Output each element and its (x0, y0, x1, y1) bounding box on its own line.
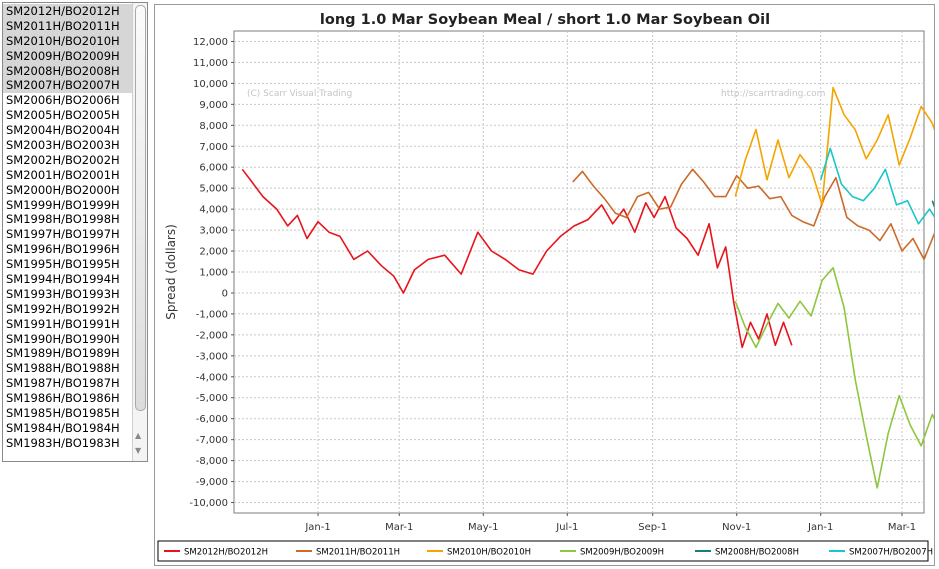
scroll-down-icon[interactable]: ▼ (135, 446, 142, 455)
list-item[interactable]: SM2002H/BO2002H (6, 152, 120, 167)
list-item[interactable]: SM2008H/BO2008H (3, 63, 133, 79)
y-tick-label: -6,000 (196, 414, 228, 425)
y-tick-label: -1,000 (196, 309, 228, 320)
scrollbar-thumb[interactable] (135, 5, 146, 411)
contract-listbox[interactable]: SM2012H/BO2012H SM2011H/BO2011H SM2010H/BO… (2, 2, 148, 462)
y-tick-label: -9,000 (196, 477, 228, 488)
y-tick-label: 12,000 (193, 37, 228, 48)
y-tick-label: -7,000 (196, 435, 228, 446)
spread-chart: long 1.0 Mar Soybean Meal / short 1.0 Ma… (155, 5, 939, 565)
list-item[interactable]: SM2010H/BO2010H (3, 33, 133, 49)
y-tick-label: 9,000 (199, 100, 228, 111)
list-item[interactable]: SM1985H/BO1985H (6, 406, 120, 421)
list-item[interactable]: SM1992H/BO1992H (6, 301, 120, 316)
y-tick-label: 5,000 (199, 184, 228, 195)
legend-box (157, 540, 929, 562)
list-item[interactable]: SM1984H/BO1984H (6, 420, 120, 435)
list-item[interactable]: SM2000H/BO2000H (6, 182, 120, 197)
series-line-2 (734, 86, 939, 206)
list-item[interactable]: SM2011H/BO2011H (3, 18, 133, 34)
x-tick-label: Jan-1 (807, 522, 833, 533)
x-tick-label: Sep-1 (638, 522, 667, 533)
x-tick-label: May-1 (468, 522, 498, 533)
list-item[interactable]: SM1983H/BO1983H (6, 435, 120, 450)
chart-panel: long 1.0 Mar Soybean Meal / short 1.0 Ma… (154, 4, 939, 566)
y-tick-label: -4,000 (196, 372, 228, 383)
y-tick-label: 3,000 (199, 226, 228, 237)
y-tick-label: 7,000 (199, 142, 228, 153)
x-axis-ticks: Jan-1 Mar-1 May-1 Jul-1 Sep-1 Nov-1 Jan-1 Mar-1 (304, 513, 916, 533)
x-tick-label: Mar-1 (385, 522, 413, 533)
y-tick-label: -8,000 (196, 456, 228, 467)
y-tick-label: 4,000 (199, 205, 228, 216)
list-item[interactable]: SM1987H/BO1987H (6, 376, 120, 391)
y-tick-label: -3,000 (196, 351, 228, 362)
x-tick-label: Jan-1 (304, 522, 330, 533)
legend: SM2012H/BO2012H SM2011H/BO2011H SM2010H/BO… (164, 548, 933, 558)
list-item[interactable]: SM1993H/BO1993H (6, 286, 120, 301)
y-tick-label: -10,000 (189, 498, 228, 509)
list-item[interactable]: SM2007H/BO2007H (3, 78, 133, 94)
list-item[interactable]: SM1996H/BO1996H (6, 242, 120, 257)
y-axis-label: Spread (dollars) (164, 224, 178, 320)
list-item[interactable]: SM2005H/BO2005H (6, 108, 120, 123)
x-tick-label: Nov-1 (722, 522, 751, 533)
y-tick-label: 2,000 (199, 247, 228, 258)
series-line-1 (572, 168, 939, 261)
watermark-right: http://scarrtrading.com (721, 89, 825, 99)
y-tick-label: 0 (222, 288, 228, 299)
x-tick-label: Jul-1 (555, 522, 578, 533)
legend-label: SM2007H/BO2007H (849, 548, 933, 558)
series-line-0 (241, 168, 793, 349)
y-tick-label: 11,000 (193, 58, 228, 69)
series-line-5 (819, 147, 939, 226)
list-item[interactable]: SM1989H/BO1989H (6, 346, 120, 361)
list-item[interactable]: SM1998H/BO1998H (6, 212, 120, 227)
grid-lines (234, 31, 924, 513)
list-item[interactable]: SM2001H/BO2001H (6, 167, 120, 182)
list-item[interactable]: SM2009H/BO2009H (3, 48, 133, 64)
scroll-up-icon[interactable]: ▲ (135, 431, 142, 440)
chart-title: long 1.0 Mar Soybean Meal / short 1.0 Ma… (320, 12, 770, 28)
y-tick-label: -5,000 (196, 393, 228, 404)
y-tick-label: -2,000 (196, 330, 228, 341)
y-tick-label: 10,000 (193, 79, 228, 90)
y-axis-ticks: 12,000 11,000 10,000 9,000 8,000 7,000 6,000 5,… (189, 37, 234, 509)
series-line-3 (734, 266, 939, 489)
list-item[interactable]: SM1994H/BO1994H (6, 272, 120, 287)
legend-label: SM2010H/BO2010H (447, 548, 531, 558)
list-item[interactable]: SM1995H/BO1995H (6, 257, 120, 272)
watermark-left: (C) Scarr Visual Trading (247, 89, 352, 99)
contract-list: SM2012H/BO2012H SM2011H/BO2011H SM2010H/BO… (3, 4, 133, 451)
list-item[interactable]: SM1986H/BO1986H (6, 391, 120, 406)
y-tick-label: 8,000 (199, 121, 228, 132)
list-scrollbar[interactable]: ▲ ▼ (132, 3, 147, 461)
series-lines (241, 86, 939, 489)
list-item[interactable]: SM2003H/BO2003H (6, 138, 120, 153)
list-item[interactable]: SM1999H/BO1999H (6, 197, 120, 212)
legend-label: SM2008H/BO2008H (715, 548, 799, 558)
list-item[interactable]: SM1991H/BO1991H (6, 316, 120, 331)
x-tick-label: Mar-1 (888, 522, 916, 533)
list-item[interactable]: SM1990H/BO1990H (6, 331, 120, 346)
list-item[interactable]: SM2006H/BO2006H (6, 93, 120, 108)
list-item[interactable]: SM1988H/BO1988H (6, 361, 120, 376)
list-item[interactable]: SM1997H/BO1997H (6, 227, 120, 242)
y-tick-label: 6,000 (199, 163, 228, 174)
list-item[interactable]: SM2004H/BO2004H (6, 123, 120, 138)
y-tick-label: 1,000 (199, 268, 228, 279)
legend-label: SM2009H/BO2009H (580, 548, 664, 558)
legend-label: SM2011H/BO2011H (316, 548, 400, 558)
list-item[interactable]: SM2012H/BO2012H (3, 4, 133, 19)
legend-label: SM2012H/BO2012H (184, 548, 268, 558)
